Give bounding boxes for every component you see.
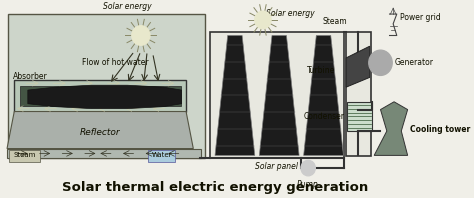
Circle shape — [369, 50, 392, 75]
Text: Power grid: Power grid — [401, 13, 441, 22]
Text: Pump: Pump — [297, 180, 319, 189]
Text: Steam: Steam — [13, 152, 36, 158]
Text: Generator: Generator — [395, 58, 434, 67]
Bar — [210, 32, 344, 158]
Bar — [347, 102, 373, 131]
Polygon shape — [304, 35, 344, 155]
Bar — [14, 80, 186, 111]
Text: Solar energy: Solar energy — [266, 9, 314, 18]
Text: Solar panel: Solar panel — [255, 162, 298, 171]
Polygon shape — [215, 35, 255, 155]
Bar — [148, 149, 175, 162]
Text: Solar energy: Solar energy — [103, 2, 152, 11]
Circle shape — [132, 26, 150, 45]
Polygon shape — [28, 85, 182, 109]
Circle shape — [301, 160, 315, 176]
Polygon shape — [346, 46, 370, 87]
Polygon shape — [374, 102, 408, 155]
Text: Cooling tower: Cooling tower — [410, 125, 471, 134]
Text: Water: Water — [151, 152, 172, 158]
Text: Solar thermal electric energy generation: Solar thermal electric energy generation — [62, 181, 368, 194]
Text: Flow of hot water: Flow of hot water — [82, 58, 149, 67]
Circle shape — [255, 11, 271, 29]
Text: Turbine: Turbine — [307, 66, 335, 75]
Text: Steam: Steam — [323, 17, 347, 26]
Bar — [20, 86, 181, 106]
Text: Absorber: Absorber — [12, 72, 47, 81]
Polygon shape — [7, 148, 201, 158]
Text: Condenser: Condenser — [303, 112, 344, 121]
Bar — [8, 14, 205, 158]
Bar — [9, 149, 40, 162]
Polygon shape — [7, 111, 193, 148]
Text: Reflector: Reflector — [80, 129, 120, 137]
Polygon shape — [259, 35, 299, 155]
Bar — [346, 32, 372, 156]
